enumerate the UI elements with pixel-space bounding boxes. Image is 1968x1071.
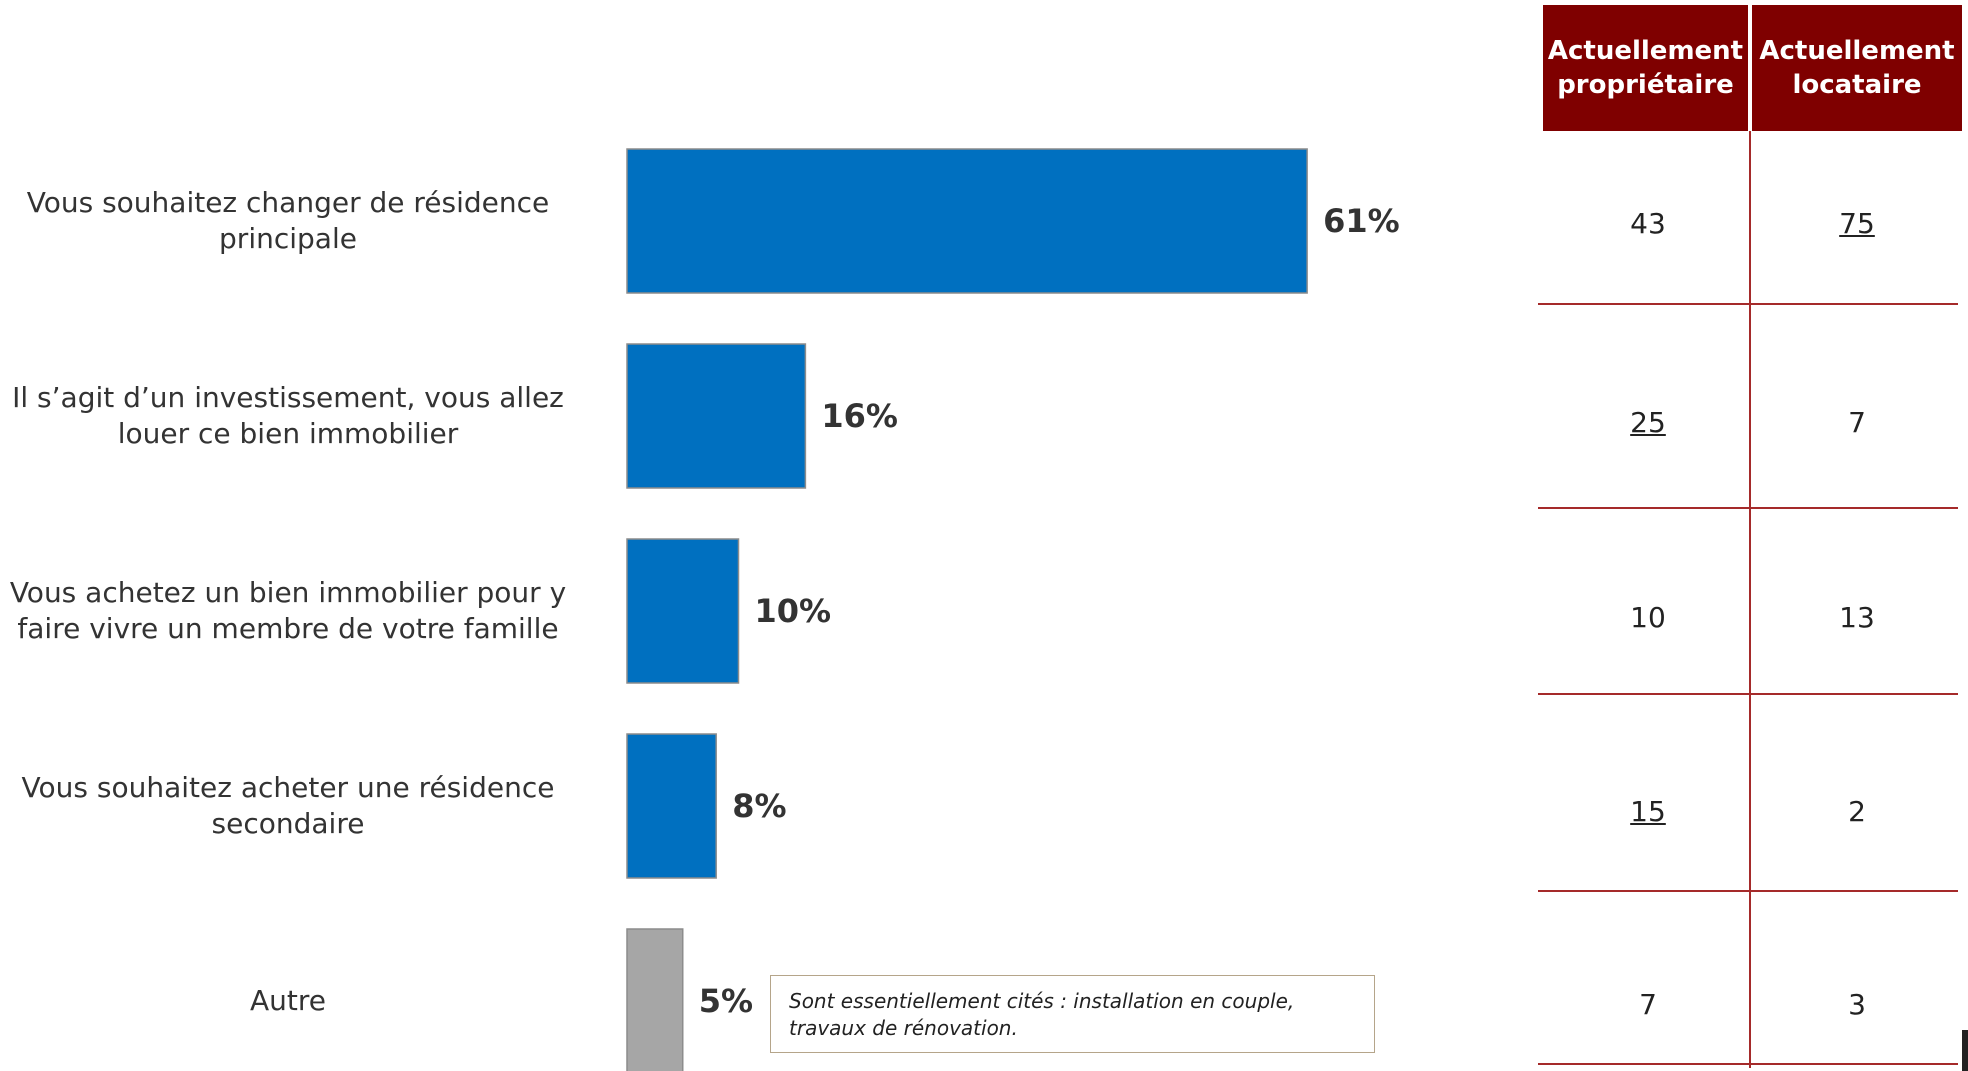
row-divider-5: [1538, 1063, 1958, 1065]
value-label-4: 8%: [732, 787, 787, 825]
table-cell-r5-c2: 3: [1848, 988, 1866, 1021]
table-cell-r4-c2: 2: [1848, 795, 1866, 828]
bar-5: [626, 928, 684, 1071]
table-cell-r1-c2: 75: [1839, 207, 1875, 240]
table-cell-r5-c1: 7: [1639, 988, 1657, 1021]
category-label-1: Vous souhaitez changer de résidence prin…: [26, 186, 550, 255]
row-divider-2: [1538, 507, 1958, 509]
value-label-2: 16%: [821, 397, 898, 435]
corner-mark: [1962, 1030, 1968, 1071]
category-label-5: Autre: [249, 984, 326, 1017]
column-header-proprietaire: Actuellement propriétaire: [1543, 5, 1748, 131]
bar-1: [626, 148, 1308, 294]
column-header-locataire: Actuellement locataire: [1752, 5, 1962, 131]
table-cell-r1-c1: 43: [1630, 207, 1666, 240]
row-divider-4: [1538, 890, 1958, 892]
row-divider-1: [1538, 303, 1958, 305]
category-label-2: Il s’agit d’un investissement, vous alle…: [12, 381, 564, 450]
table-cell-r4-c1: 15: [1630, 795, 1666, 828]
value-label-3: 10%: [754, 592, 832, 630]
row-divider-3: [1538, 693, 1958, 695]
column-divider: [1749, 131, 1751, 1068]
table-cell-r2-c1: 25: [1630, 406, 1666, 439]
value-label-5: 5%: [698, 982, 754, 1020]
category-label-3: Vous achetez un bien immobilier pour y f…: [9, 576, 567, 645]
table-cell-r2-c2: 7: [1848, 406, 1866, 439]
value-label-1: 61%: [1323, 202, 1400, 240]
bar-3: [626, 538, 740, 684]
category-label-4: Vous souhaitez acheter une résidence sec…: [21, 771, 555, 840]
bar-4: [626, 733, 717, 879]
note-box: Sont essentiellement cités : installatio…: [770, 975, 1375, 1053]
table-cell-r3-c2: 13: [1839, 601, 1875, 634]
bar-2: [626, 343, 807, 489]
table-cell-r3-c1: 10: [1630, 601, 1666, 634]
